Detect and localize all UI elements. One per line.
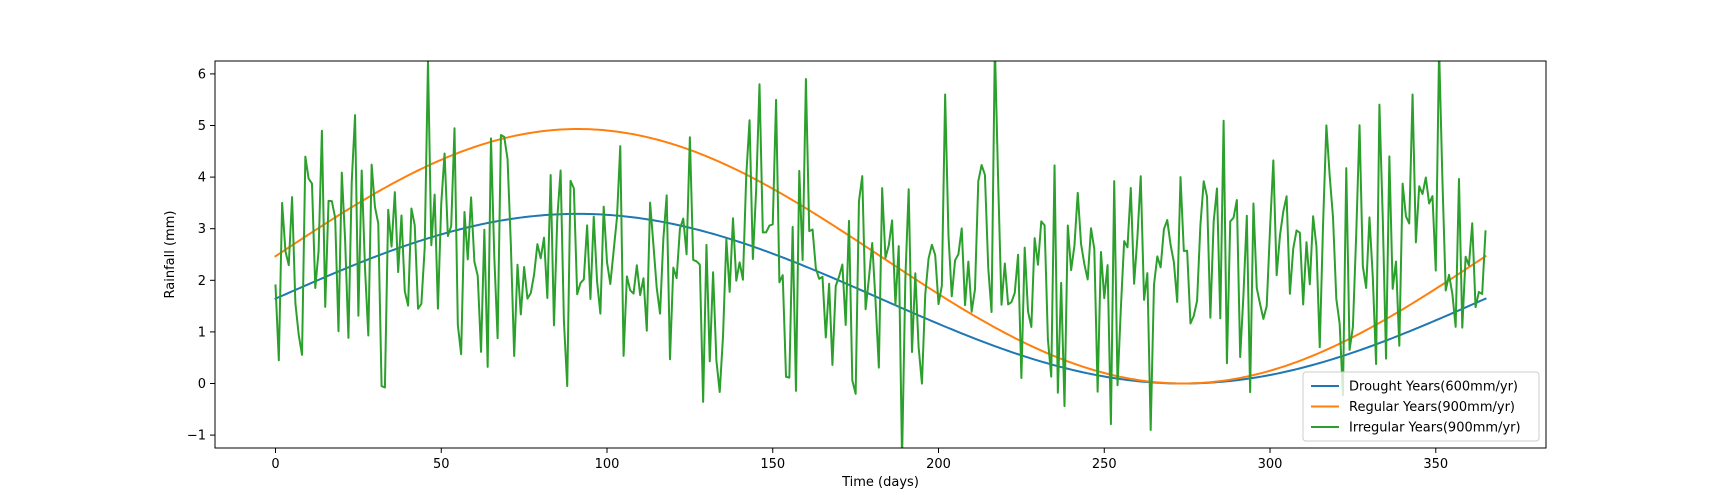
series-layer — [274, 61, 1487, 448]
legend-label-regular: Regular Years(900mm/yr) — [1349, 400, 1515, 415]
y-axis-label: Rainfall (mm) — [163, 211, 178, 299]
y-tick-label: 3 — [198, 222, 206, 237]
x-tick-label: 50 — [433, 457, 450, 472]
y-axis: −1 0 1 2 3 4 5 6 — [187, 67, 215, 444]
x-tick-label: 150 — [760, 457, 785, 472]
x-tick-label: 250 — [1092, 457, 1117, 472]
y-tick-label: 6 — [198, 67, 206, 82]
x-tick-label: 350 — [1423, 457, 1448, 472]
x-tick-label: 300 — [1258, 457, 1283, 472]
y-tick-label: 4 — [198, 171, 206, 186]
axes-frame — [214, 60, 1547, 449]
x-tick-label: 200 — [926, 457, 951, 472]
x-tick-label: 0 — [271, 457, 279, 472]
y-tick-label: 0 — [198, 377, 206, 392]
series-line-2 — [274, 61, 1487, 448]
legend: Drought Years(600mm/yr) Regular Years(90… — [1302, 371, 1540, 442]
y-tick-label: 5 — [198, 119, 206, 134]
legend-label-irregular: Irregular Years(900mm/yr) — [1349, 421, 1521, 436]
legend-label-drought: Drought Years(600mm/yr) — [1349, 380, 1518, 395]
y-tick-label: 2 — [198, 274, 206, 289]
y-tick-label: −1 — [187, 429, 206, 444]
x-tick-label: 100 — [595, 457, 620, 472]
x-axis-label: Time (days) — [841, 475, 919, 490]
legend-frame — [1302, 371, 1540, 442]
x-axis: 0 50 100 150 200 250 300 350 — [271, 448, 1448, 472]
y-tick-label: 1 — [198, 325, 206, 340]
